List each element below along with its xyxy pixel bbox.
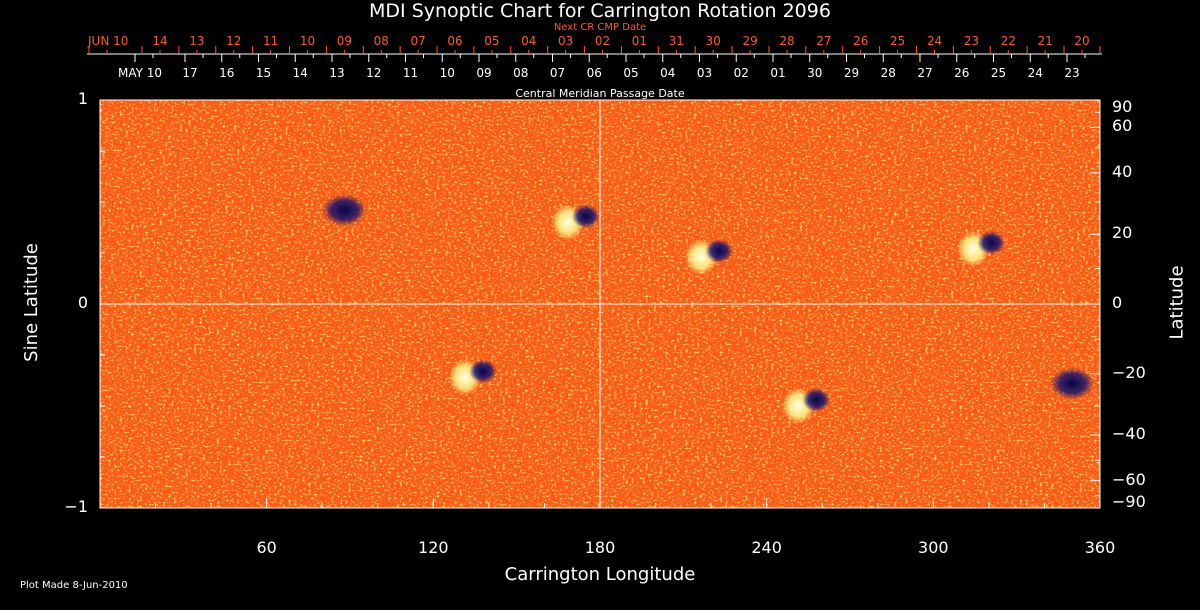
next-cr-date: 29 [742,34,758,48]
next-cr-date: 09 [336,34,353,48]
x-tick-label: 360 [1084,538,1116,557]
x-tick-label: 180 [584,538,616,557]
x-tick-label: 60 [256,538,277,557]
cmp-date: 11 [402,66,419,80]
next-cr-date: 30 [705,34,721,48]
cmp-date: 25 [990,66,1007,80]
lat-tick-label: −90 [1112,492,1146,511]
cmp-date: 07 [549,66,566,80]
cmp-date: 10 [439,66,455,80]
cmp-date: 12 [366,66,382,80]
next-cr-date: 01 [631,34,648,48]
cmp-date: MAY 10 [117,66,163,80]
next-cr-date: JUN 10 [88,34,129,48]
cmp-date: 06 [586,66,602,80]
lat-tick-label: 20 [1112,223,1133,243]
cmp-date: 02 [733,66,749,80]
next-cr-date: 24 [926,34,943,48]
active-region-negative [322,194,367,227]
next-cr-date: 11 [262,34,279,48]
cmp-date: 30 [807,66,823,80]
cmp-date: 14 [292,66,308,80]
cmp-date: 09 [476,66,492,80]
active-region-negative [705,239,734,263]
lat-tick-label: 0 [1112,293,1123,312]
cmp-date: 17 [182,66,198,80]
x-tick-label: 300 [918,538,949,557]
next-cr-date: 25 [889,34,906,48]
next-cr-date: 08 [373,34,389,48]
next-cr-axis-label: Next CR CMP Date [553,22,647,33]
next-cr-date: 07 [410,34,426,48]
cmp-date: 04 [660,66,676,80]
next-cr-date: 06 [447,34,463,48]
x-axis-title: Carrington Longitude [504,564,696,585]
lat-tick-label: 60 [1112,116,1133,136]
y-tick-label: 1 [77,89,88,108]
next-cr-date: 12 [226,34,242,48]
next-cr-date: 27 [816,34,832,48]
next-cr-date: 14 [152,34,168,48]
next-cr-date: 22 [1000,34,1016,48]
right-axis-title: Latitude [1166,265,1188,340]
y-tick-label: −1 [64,497,88,516]
active-region-negative [802,387,831,412]
next-cr-date: 31 [668,34,684,48]
active-region-negative [469,359,497,384]
active-region-negative [571,204,600,229]
active-region-negative [1050,367,1095,400]
next-cr-date: 26 [853,34,869,48]
next-cr-date: 23 [963,34,979,48]
chart-title: MDI Synoptic Chart for Carrington Rotati… [369,0,831,22]
next-cr-date: 21 [1037,34,1053,48]
cmp-date: 24 [1027,66,1043,80]
cmp-axis-label: Central Meridian Passage Date [515,87,685,100]
cmp-date: 08 [513,66,529,80]
active-region-negative [977,230,1006,255]
x-tick-label: 120 [418,538,449,557]
cmp-date: 13 [329,66,345,80]
cmp-date: 23 [1064,66,1080,80]
next-cr-date: 13 [189,34,205,48]
lat-tick-label: 90 [1112,97,1133,116]
lat-tick-label: 40 [1112,161,1133,181]
cmp-date: 27 [917,66,933,80]
next-cr-date: 20 [1074,34,1090,48]
next-cr-date: 04 [521,34,537,48]
plot-made-footnote: Plot Made 8-Jun-2010 [20,580,128,591]
cmp-date: 29 [843,66,860,80]
cmp-date: 26 [954,66,970,80]
next-cr-date: 10 [299,34,316,48]
lat-tick-label: −40 [1112,424,1146,444]
next-cr-date: 03 [558,34,574,48]
cmp-date: 03 [696,66,713,80]
cmp-date: 01 [770,66,786,80]
x-tick-label: 240 [751,538,782,557]
next-cr-date: 05 [484,34,500,48]
y-axis-title: Sine Latitude [20,243,42,362]
lat-tick-label: −60 [1112,469,1146,489]
cmp-date: 05 [623,66,639,80]
cmp-date: 15 [255,66,272,80]
next-cr-date: 02 [594,34,611,48]
cmp-date: 28 [880,66,896,80]
next-cr-date: 28 [779,34,795,48]
y-tick-label: 0 [77,293,88,312]
lat-tick-label: −20 [1112,362,1146,382]
cmp-date: 16 [219,66,235,80]
